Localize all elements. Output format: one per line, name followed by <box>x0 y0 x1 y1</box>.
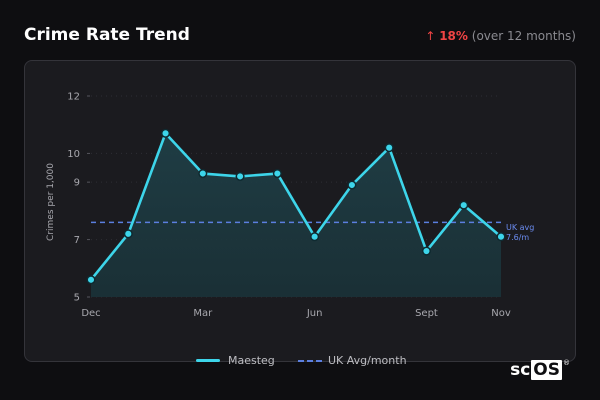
x-tick-label: Dec <box>81 308 100 319</box>
legend-line-swatch <box>196 359 220 362</box>
trend-summary: ↑ 18% (over 12 months) <box>425 29 576 43</box>
header: Crime Rate Trend ↑ 18% (over 12 months) <box>24 24 576 50</box>
trend-percentage: 18% <box>439 29 468 43</box>
data-point[interactable] <box>235 171 245 181</box>
y-tick-label: 12 <box>67 92 80 103</box>
data-point[interactable] <box>347 180 357 190</box>
data-point[interactable] <box>421 246 432 256</box>
data-point[interactable] <box>384 143 394 153</box>
legend-reference-label: UK Avg/month <box>328 354 407 367</box>
brand-logo: sc OS ® <box>510 359 570 380</box>
data-point[interactable] <box>459 200 469 210</box>
y-tick-label: 7 <box>74 235 80 246</box>
legend-item-series[interactable]: Maesteg <box>196 354 275 367</box>
reference-line-value: 7.6/m <box>506 233 529 242</box>
trend-note: (over 12 months) <box>471 29 576 43</box>
series-line <box>89 132 502 281</box>
x-tick-label: Nov <box>491 308 511 319</box>
data-point[interactable] <box>123 229 133 239</box>
data-point[interactable] <box>160 128 171 138</box>
y-tick-label: 10 <box>67 149 80 160</box>
chart-legend: Maesteg UK Avg/month <box>0 354 600 370</box>
x-tick-label: Jun <box>306 308 323 319</box>
series-area <box>91 133 501 297</box>
trend-up-arrow-icon: ↑ <box>425 29 436 43</box>
data-point[interactable] <box>272 168 282 179</box>
legend-dash-swatch <box>298 359 322 362</box>
data-point[interactable] <box>198 168 208 179</box>
x-tick-label: Sept <box>415 308 438 319</box>
y-axis-label: Crimes per 1,000 <box>46 163 56 241</box>
x-tick-label: Mar <box>193 308 213 319</box>
y-tick-label: 9 <box>74 178 80 189</box>
legend-series-label: Maesteg <box>228 354 275 367</box>
data-point[interactable] <box>496 232 506 242</box>
data-point[interactable] <box>310 232 320 242</box>
y-tick-label: 5 <box>74 293 80 304</box>
data-point[interactable] <box>86 275 96 285</box>
legend-item-reference[interactable]: UK Avg/month <box>298 354 407 367</box>
reference-line-label: UK avg <box>506 223 534 232</box>
page-title: Crime Rate Trend <box>24 25 190 45</box>
